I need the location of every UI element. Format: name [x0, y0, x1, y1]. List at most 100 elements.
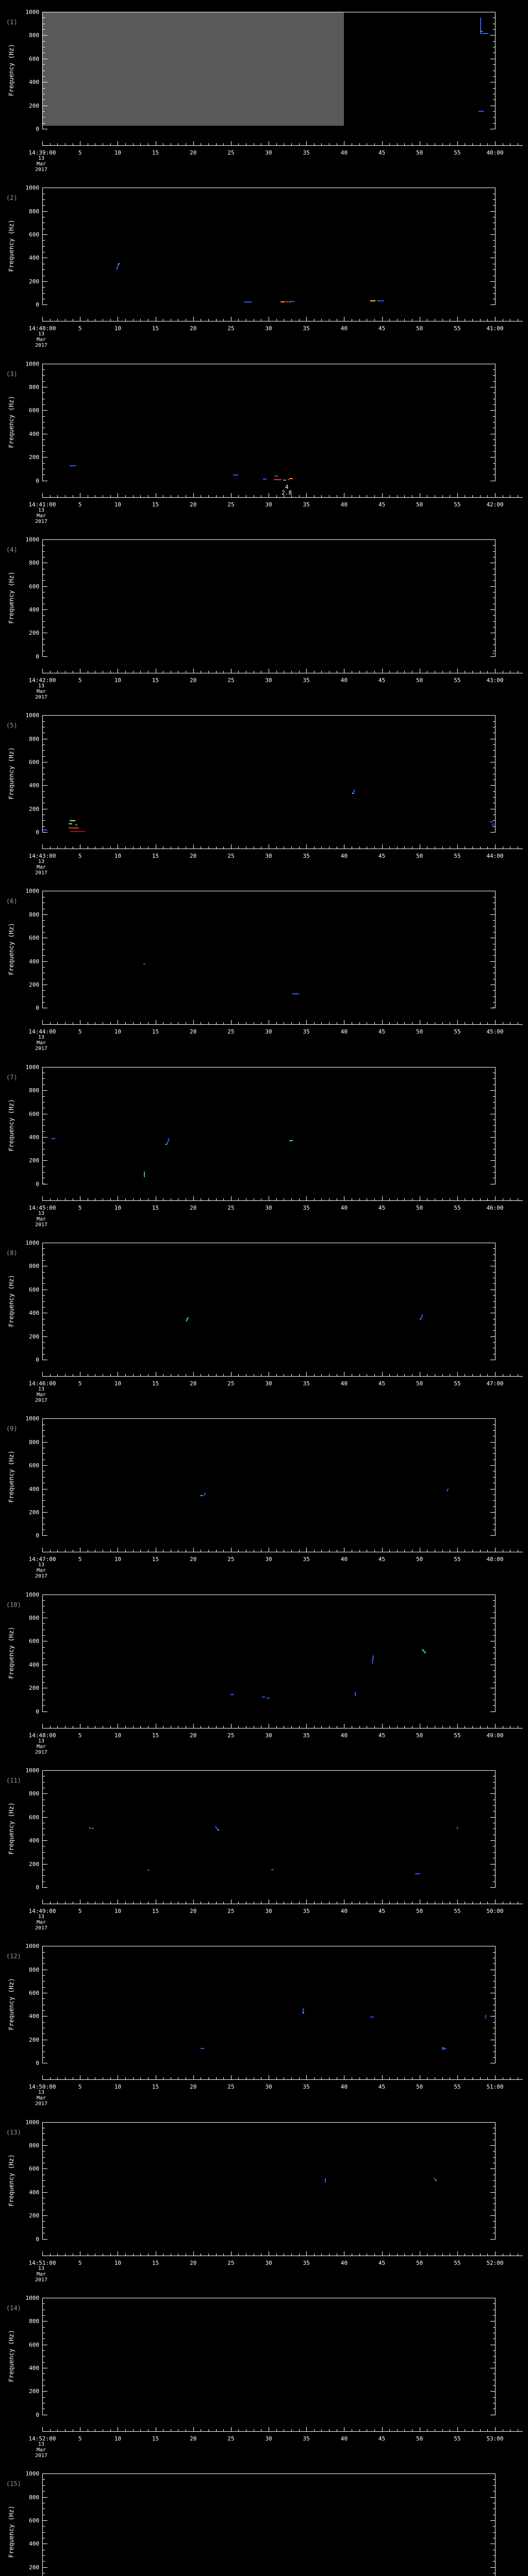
y-minor-tick: [493, 1166, 495, 1167]
x-minor-tick: [389, 319, 390, 321]
y-tick-label: 200: [29, 1509, 39, 1516]
x-minor-tick: [223, 1550, 224, 1552]
x-minor-tick: [299, 2077, 300, 2080]
panel-number-label: (7): [6, 1073, 18, 1081]
y-major-tick: [43, 2497, 47, 2498]
x-minor-tick: [238, 1374, 239, 1377]
date-label: 2017: [35, 167, 48, 173]
panel-number-label: (2): [6, 194, 18, 202]
x-minor-tick: [397, 1901, 398, 1904]
x-minor-tick: [359, 2077, 360, 2080]
x-minor-tick: [140, 2429, 141, 2431]
x-minor-tick: [133, 1198, 134, 1200]
x-minor-tick: [487, 143, 488, 145]
x-minor-tick: [223, 319, 224, 321]
x-minor-tick: [359, 1198, 360, 1200]
x-major-tick: [193, 2075, 194, 2080]
x-minor-tick: [223, 846, 224, 849]
x-minor-tick: [314, 495, 315, 497]
x-major-tick: [193, 1548, 194, 1552]
x-tick-label: 20: [190, 149, 197, 156]
y-minor-tick: [493, 826, 495, 827]
x-major-tick: [457, 1548, 458, 1552]
x-minor-tick: [374, 2077, 375, 2080]
plot-top-border: [42, 539, 496, 540]
detection-mark: [203, 1492, 206, 1496]
y-axis-left-line: [42, 891, 43, 1009]
x-tick-label: 40: [340, 2435, 348, 2442]
x-major-tick: [382, 141, 383, 145]
y-minor-tick: [493, 1612, 495, 1613]
x-minor-tick: [110, 1550, 111, 1552]
x-major-tick: [457, 2075, 458, 2080]
x-major-tick: [495, 1372, 496, 1377]
y-tick-label: 800: [29, 2142, 39, 2149]
x-minor-tick: [472, 495, 473, 497]
x-tick-label: 40: [340, 676, 348, 684]
x-minor-tick: [487, 1901, 488, 1904]
x-minor-tick: [238, 2253, 239, 2256]
x-minor-tick: [276, 495, 277, 497]
y-minor-tick: [43, 1658, 45, 1659]
panel-number-label: (11): [6, 1776, 21, 1784]
y-tick-label: 1000: [25, 712, 40, 719]
x-minor-tick: [321, 1901, 322, 1904]
y-minor-tick: [43, 1852, 45, 1853]
y-minor-tick: [493, 2133, 495, 2134]
y-minor-tick: [43, 1084, 45, 1085]
y-tick-label: 800: [29, 1966, 39, 1973]
y-minor-tick: [43, 1260, 45, 1261]
y-tick-label: 1000: [25, 1415, 40, 1422]
y-major-tick: [43, 1770, 47, 1771]
x-minor-tick: [487, 495, 488, 497]
x-tick-label: 25: [227, 1028, 235, 1036]
x-minor-tick: [314, 1550, 315, 1552]
y-major-tick: [43, 961, 47, 962]
y-major-tick: [43, 304, 47, 306]
x-minor-tick: [480, 319, 481, 321]
x-minor-tick: [442, 1550, 443, 1552]
x-major-tick: [230, 1372, 232, 1377]
y-tick-label: 800: [29, 32, 39, 39]
x-major-tick: [306, 1196, 307, 1200]
x-axis-line: [42, 1024, 523, 1025]
x-minor-tick: [321, 2077, 322, 2080]
y-minor-tick: [493, 2362, 495, 2363]
x-tick-label: 40: [340, 1380, 348, 1387]
y-minor-tick: [43, 1166, 45, 1167]
y-major-tick: [490, 410, 495, 411]
x-minor-tick: [397, 495, 398, 497]
x-minor-tick: [404, 1901, 405, 1904]
detection-mark: [166, 1144, 168, 1145]
x-minor-tick: [374, 495, 375, 497]
x-minor-tick: [110, 2253, 111, 2256]
x-minor-tick: [359, 1022, 360, 1025]
y-tick-label: 200: [29, 630, 39, 637]
x-minor-tick: [125, 1901, 126, 1904]
date-label: 2017: [35, 1925, 48, 1931]
date-label: 13: [38, 1738, 45, 1744]
event-annotation-label: 4: [285, 483, 289, 490]
y-minor-tick: [43, 1612, 45, 1613]
x-minor-tick: [480, 2077, 481, 2080]
x-minor-tick: [133, 1901, 134, 1904]
x-minor-tick: [291, 1550, 292, 1552]
y-tick-label: 0: [36, 2235, 39, 2243]
y-tick-label: 200: [29, 454, 39, 461]
x-tick-label: 25: [227, 1907, 235, 1914]
x-tick-label: 55: [454, 149, 461, 156]
x-minor-tick: [223, 2253, 224, 2256]
x-tick-label: 10: [114, 1204, 121, 1211]
x-tick-label: 10: [114, 501, 121, 508]
plot-top-border: [42, 715, 496, 716]
x-tick-label: 40: [340, 149, 348, 156]
x-tick-label: 55: [454, 1556, 461, 1563]
x-major-tick: [495, 844, 496, 849]
x-minor-tick: [216, 495, 217, 497]
y-minor-tick: [493, 2385, 495, 2386]
detection-mark: [456, 1826, 458, 1829]
y-tick-label: 800: [29, 911, 39, 918]
y-minor-tick: [43, 2180, 45, 2181]
x-minor-tick: [389, 1725, 390, 1728]
y-minor-tick: [493, 474, 495, 476]
